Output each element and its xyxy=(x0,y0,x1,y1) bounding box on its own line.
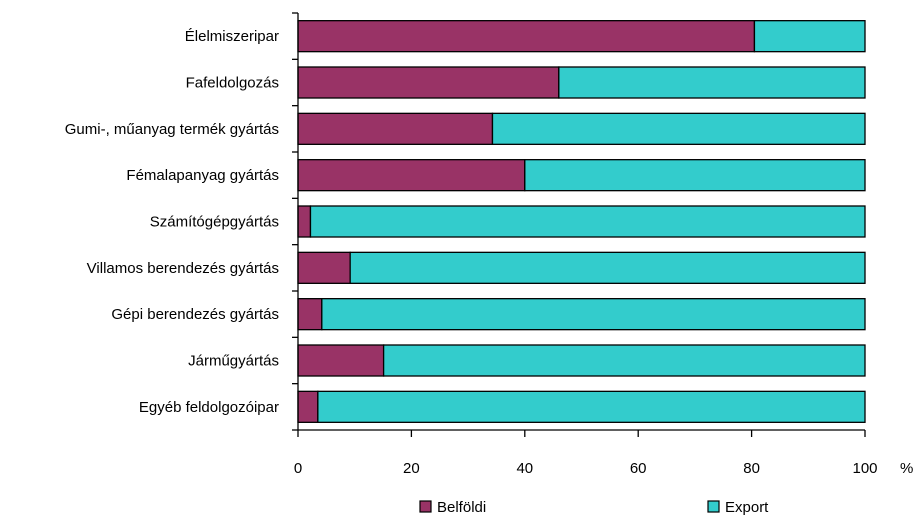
x-tick-label: 20 xyxy=(403,460,420,477)
bar-export-6 xyxy=(321,298,866,331)
x-tick-label: 100 xyxy=(852,460,877,477)
x-axis-unit-label: % xyxy=(900,460,913,477)
category-label: Élelmiszeripar xyxy=(185,28,279,45)
bar-belföldi-0 xyxy=(297,20,756,53)
category-label: Járműgyártás xyxy=(188,353,279,370)
x-tick-label: 60 xyxy=(630,460,647,477)
category-label: Gumi-, műanyag termék gyártás xyxy=(65,121,279,138)
x-tick-label: 40 xyxy=(516,460,533,477)
legend-label-belföldi: Belföldi xyxy=(437,499,486,516)
bar-export-3 xyxy=(524,159,866,192)
bar-export-0 xyxy=(753,20,866,53)
category-label: Fafeldolgozás xyxy=(186,75,279,92)
bar-belföldi-1 xyxy=(297,66,560,99)
bar-export-4 xyxy=(309,205,866,238)
legend-label-export: Export xyxy=(725,499,769,516)
legend: Belföldi Export xyxy=(419,499,769,516)
bar-belföldi-3 xyxy=(297,159,526,192)
legend-swatch-export xyxy=(707,500,720,513)
bar-belföldi-6 xyxy=(297,298,323,331)
bar-belföldi-8 xyxy=(297,390,319,423)
bar-export-8 xyxy=(317,390,866,423)
plot-area: Élelmiszeripar Fafeldolgozás Gumi-, műanya… xyxy=(65,12,878,477)
legend-swatch-belföldi xyxy=(419,500,432,513)
bar-export-5 xyxy=(349,251,866,284)
category-label: Egyéb feldolgozóipar xyxy=(139,399,279,416)
category-label: Villamos berendezés gyártás xyxy=(87,260,279,277)
category-label: Fémalapanyag gyártás xyxy=(126,167,279,184)
category-label: Gépi berendezés gyártás xyxy=(111,306,279,323)
bar-export-1 xyxy=(558,66,866,99)
bar-belföldi-7 xyxy=(297,344,385,377)
bar-belföldi-4 xyxy=(297,205,312,238)
bar-belföldi-2 xyxy=(297,112,494,145)
x-tick-label: 0 xyxy=(294,460,302,477)
bar-export-7 xyxy=(382,344,866,377)
bar-export-2 xyxy=(491,112,866,145)
x-tick-label: 80 xyxy=(743,460,760,477)
bar-belföldi-5 xyxy=(297,251,351,284)
category-label: Számítógépgyártás xyxy=(150,214,279,231)
